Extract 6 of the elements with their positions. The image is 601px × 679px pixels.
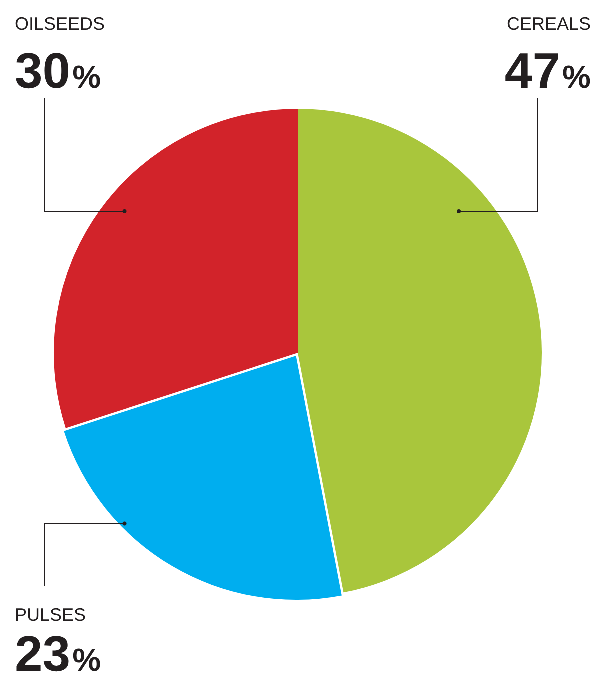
data-label: 23% bbox=[15, 626, 102, 679]
slice-label: PULSES bbox=[15, 605, 86, 625]
data-label: 30% bbox=[15, 43, 102, 99]
slice-label: OILSEEDS bbox=[15, 14, 106, 34]
data-label: 47% bbox=[504, 43, 591, 99]
slice-label: CEREALS bbox=[506, 14, 592, 34]
